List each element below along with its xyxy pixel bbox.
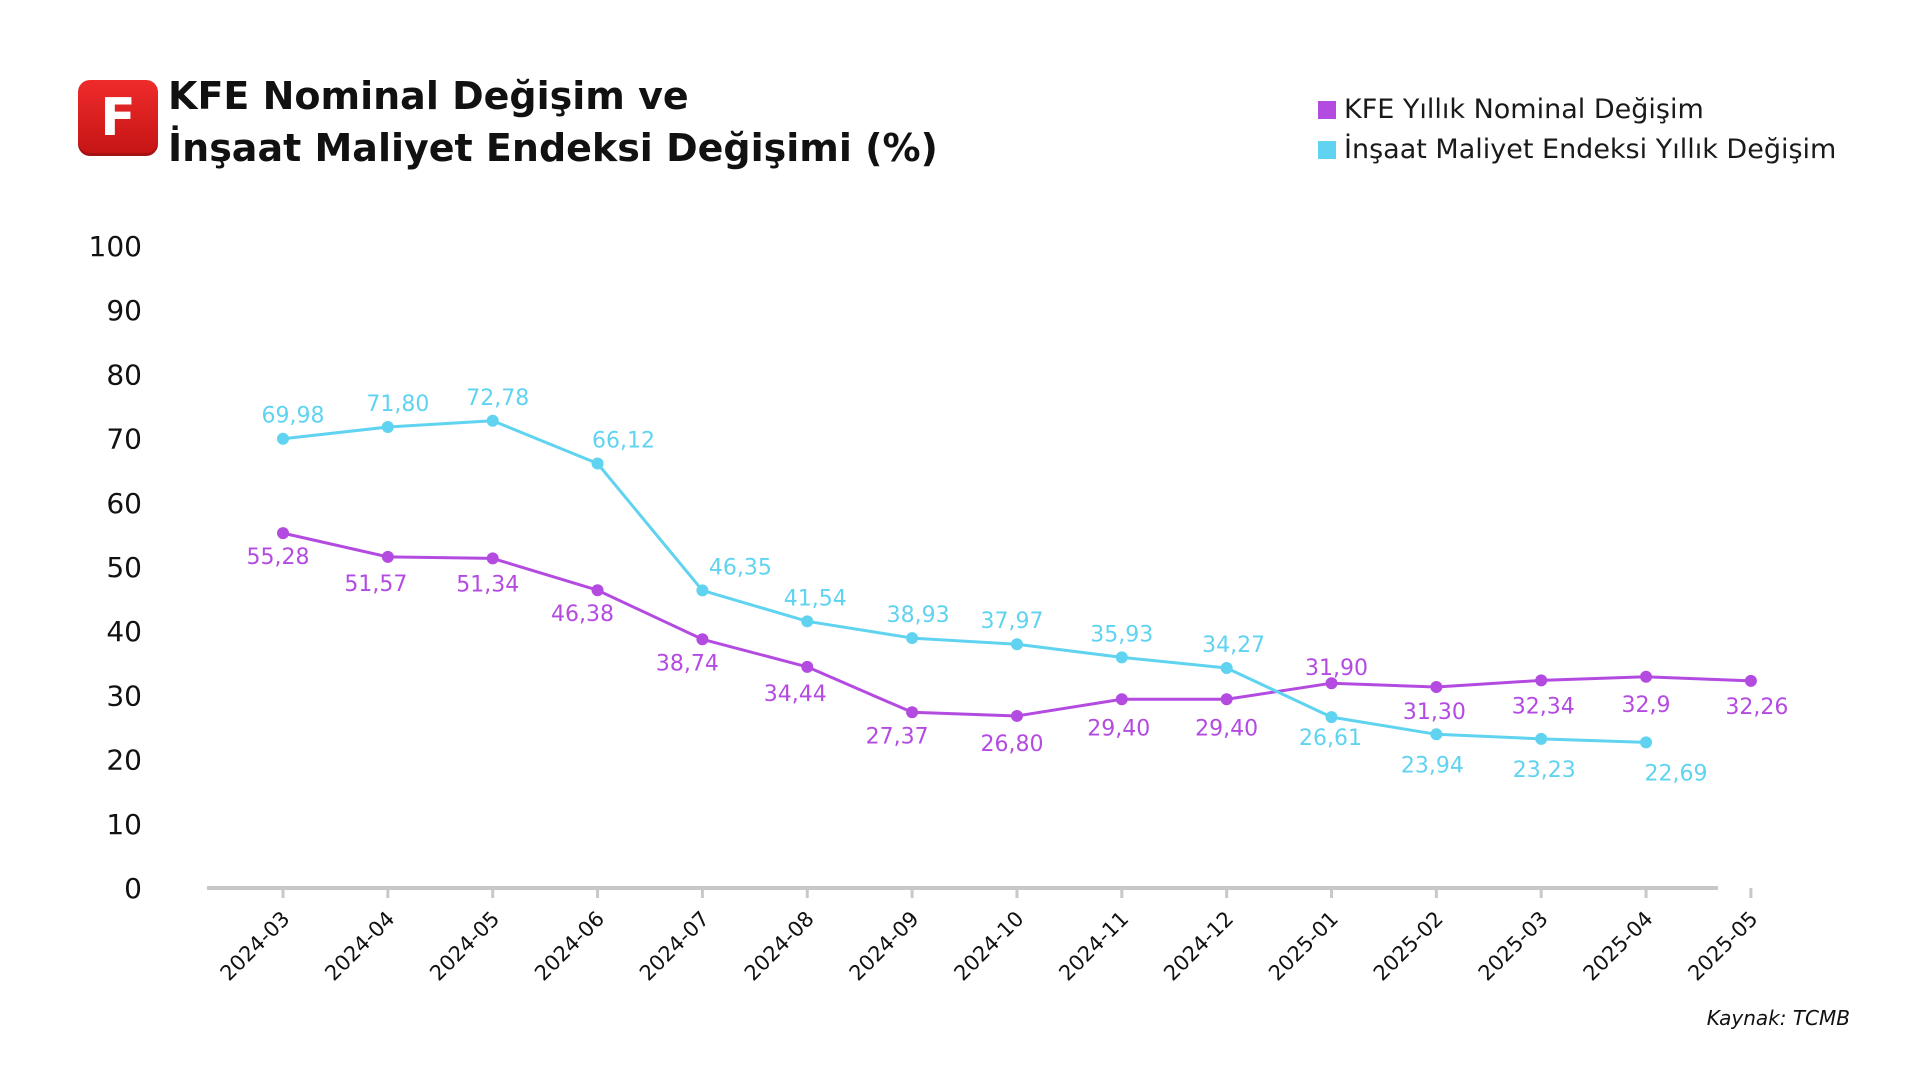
- insaat-data-point: [381, 421, 394, 434]
- x-tick-label: 2024-05: [425, 907, 504, 986]
- y-tick-label: 90: [106, 294, 142, 327]
- kfe-data-point: [1010, 709, 1023, 722]
- kfe-data-label: 46,38: [551, 602, 614, 627]
- insaat-data-label: 22,69: [1645, 761, 1708, 786]
- chart-title: KFE Nominal Değişim ve İnşaat Maliyet En…: [168, 70, 938, 174]
- kfe-data-point: [801, 660, 814, 673]
- insaat-data-point: [1325, 711, 1338, 724]
- insaat-data-point: [591, 457, 604, 470]
- y-tick-label: 0: [124, 872, 142, 905]
- x-tick-label: 2024-10: [949, 907, 1028, 986]
- legend-label-insaat: İnşaat Maliyet Endeksi Yıllık Değişim: [1344, 134, 1837, 165]
- kfe-data-point: [486, 552, 499, 565]
- insaat-data-label: 72,78: [466, 386, 529, 411]
- x-tick-label: 2024-03: [216, 907, 295, 986]
- y-tick-label: 10: [106, 808, 142, 841]
- chart-legend: KFE Yıllık Nominal Değişim İnşaat Maliye…: [1318, 90, 1836, 170]
- kfe-data-label: 55,28: [247, 545, 310, 570]
- insaat-series-line: [282, 419, 1647, 744]
- insaat-data-label: 46,35: [709, 555, 772, 580]
- kfe-data-point: [1535, 674, 1548, 687]
- kfe-data-point: [696, 633, 709, 646]
- kfe-data-label: 51,57: [344, 572, 407, 597]
- insaat-data-label: 34,27: [1202, 633, 1265, 658]
- insaat-data-label: 23,94: [1401, 753, 1464, 778]
- kfe-data-label: 27,37: [866, 724, 929, 749]
- source-note: Kaynak: TCMB: [1706, 1006, 1850, 1030]
- kfe-data-point: [1430, 681, 1443, 694]
- insaat-data-point: [801, 615, 814, 628]
- legend-swatch-kfe: [1318, 101, 1336, 119]
- x-tick-label: 2024-06: [530, 907, 609, 986]
- insaat-data-point: [486, 414, 499, 427]
- insaat-data-point: [277, 432, 289, 445]
- x-tick-label: 2024-12: [1159, 907, 1238, 986]
- kfe-data-point: [1744, 674, 1757, 687]
- insaat-data-label: 69,98: [262, 404, 325, 429]
- kfe-data-point: [277, 527, 289, 540]
- insaat-data-label: 23,23: [1513, 758, 1576, 783]
- kfe-data-point: [1325, 677, 1338, 690]
- insaat-data-point: [1115, 651, 1128, 664]
- y-tick-label: 20: [106, 744, 142, 777]
- kfe-data-point: [591, 584, 604, 597]
- insaat-data-point: [1535, 732, 1548, 745]
- insaat-data-label: 35,93: [1090, 622, 1153, 647]
- insaat-data-label: 66,12: [592, 429, 655, 454]
- x-tick-label: 2025-04: [1579, 907, 1658, 986]
- kfe-data-label: 29,40: [1087, 716, 1150, 741]
- insaat-data-point: [906, 632, 919, 645]
- kfe-data-label: 32,34: [1512, 694, 1575, 719]
- x-tick-label: 2024-04: [320, 907, 399, 986]
- x-tick-label: 2025-05: [1683, 907, 1762, 986]
- x-tick-label: 2024-09: [845, 907, 924, 986]
- legend-swatch-insaat: [1318, 141, 1336, 159]
- y-tick-label: 70: [106, 423, 142, 456]
- y-tick-label: 60: [106, 487, 142, 520]
- insaat-data-point: [1220, 661, 1233, 674]
- x-tick-label: 2025-03: [1474, 907, 1553, 986]
- legend-label-kfe: KFE Yıllık Nominal Değişim: [1344, 94, 1704, 125]
- brand-logo: F: [78, 80, 158, 156]
- kfe-data-point: [1220, 693, 1233, 706]
- insaat-data-label: 38,93: [887, 603, 950, 628]
- kfe-data-label: 32,9: [1622, 693, 1671, 718]
- x-tick-label: 2025-01: [1264, 907, 1343, 986]
- kfe-data-label: 38,74: [656, 651, 719, 676]
- kfe-data-point: [1640, 670, 1653, 683]
- x-tick-label: 2024-11: [1054, 907, 1133, 986]
- insaat-data-label: 26,61: [1299, 726, 1362, 751]
- insaat-data-point: [1430, 728, 1443, 741]
- y-tick-label: 100: [89, 230, 142, 263]
- x-tick-label: 2024-08: [740, 907, 819, 986]
- legend-item-insaat: İnşaat Maliyet Endeksi Yıllık Değişim: [1318, 130, 1836, 170]
- kfe-data-point: [906, 706, 919, 719]
- insaat-data-point: [1640, 736, 1653, 749]
- kfe-data-point: [1115, 693, 1128, 706]
- chart-title-line1: KFE Nominal Değişim ve: [168, 74, 689, 118]
- kfe-data-label: 32,26: [1725, 695, 1788, 720]
- kfe-data-label: 34,44: [764, 682, 827, 707]
- x-tick-label: 2025-02: [1369, 907, 1448, 986]
- chart-title-line2: İnşaat Maliyet Endeksi Değişimi (%): [168, 126, 938, 170]
- y-tick-label: 50: [106, 551, 142, 584]
- kfe-data-point: [381, 550, 394, 563]
- insaat-data-label: 37,97: [980, 609, 1043, 634]
- kfe-data-label: 31,90: [1305, 656, 1368, 681]
- kfe-data-label: 51,34: [456, 572, 519, 597]
- legend-item-kfe: KFE Yıllık Nominal Değişim: [1318, 90, 1836, 130]
- kfe-data-label: 26,80: [980, 732, 1043, 757]
- insaat-data-point: [1010, 638, 1023, 651]
- kfe-data-label: 31,30: [1403, 700, 1466, 725]
- x-tick-label: 2024-07: [635, 907, 714, 986]
- insaat-data-point: [696, 584, 709, 597]
- insaat-data-label: 41,54: [784, 586, 847, 611]
- y-tick-label: 30: [106, 679, 142, 712]
- insaat-data-label: 71,80: [366, 392, 429, 417]
- y-tick-label: 80: [106, 358, 142, 391]
- kfe-data-label: 29,40: [1195, 716, 1258, 741]
- y-tick-label: 40: [106, 615, 142, 648]
